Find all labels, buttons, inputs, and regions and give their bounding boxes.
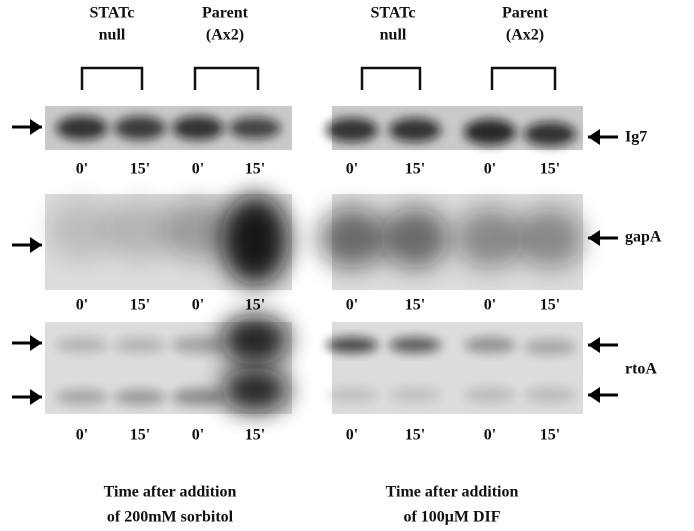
gene-label: rtoA [625, 361, 657, 378]
body: STATc null Parent (Ax2) 0' 15' 0' 15' 0' 15' 0' 15'… [0, 0, 694, 531]
lane-label: 0' [76, 427, 88, 444]
band [389, 118, 441, 142]
arrow-head [588, 230, 600, 246]
lane-label: 15' [540, 427, 560, 444]
lane-label: 15' [130, 297, 150, 314]
figure: STATc null Parent (Ax2) 0' 15' 0' 15' 0' 15' 0' 15'… [0, 0, 694, 531]
band [326, 337, 378, 353]
lane-label: 15' [245, 161, 265, 178]
lane-label: 15' [405, 427, 425, 444]
bracket [82, 68, 142, 90]
gene-label: Ig7 [625, 129, 647, 146]
lane-label: 0' [76, 161, 88, 178]
band [464, 387, 516, 403]
band [389, 387, 441, 403]
caption: of 100μM DIF [403, 509, 500, 526]
band [106, 200, 174, 260]
group-label: (Ax2) [206, 27, 244, 44]
band [221, 315, 289, 365]
band [114, 389, 166, 405]
band [516, 208, 584, 268]
band [114, 116, 166, 140]
lane-label: 15' [405, 161, 425, 178]
band [172, 116, 224, 140]
band [456, 208, 524, 268]
lane-label: 15' [130, 161, 150, 178]
arrow-head [588, 387, 600, 403]
band [221, 195, 289, 285]
page: {"panels":[ {"groups":[{"label":["STATc"… [0, 0, 694, 531]
band [56, 337, 108, 353]
lane-label: 15' [540, 161, 560, 178]
band [524, 122, 576, 146]
band [56, 116, 108, 140]
band [172, 388, 224, 406]
band [381, 208, 449, 268]
lane-label: 0' [346, 161, 358, 178]
arrow-head [588, 337, 600, 353]
lane-label: 0' [76, 297, 88, 314]
arrow-head [30, 237, 42, 253]
lane-label: 15' [130, 427, 150, 444]
lane-label: 15' [405, 297, 425, 314]
band [464, 119, 516, 145]
lane-label: 15' [540, 297, 560, 314]
caption: of 200mM sorbitol [107, 509, 234, 526]
band [326, 118, 378, 142]
bracket [492, 68, 555, 90]
arrow-head [30, 335, 42, 351]
caption: Time after addition [386, 484, 519, 501]
lane-label: 0' [346, 427, 358, 444]
band [48, 200, 116, 260]
arrow-head [30, 389, 42, 405]
band [464, 337, 516, 353]
lane-label: 15' [245, 297, 265, 314]
lane-label: 0' [192, 297, 204, 314]
lane-label: 0' [192, 427, 204, 444]
band [318, 208, 386, 268]
lane-label: 0' [192, 161, 204, 178]
band [164, 200, 232, 260]
lane-label: 0' [346, 297, 358, 314]
caption: Time after addition [104, 484, 237, 501]
band [389, 337, 441, 353]
group-label: STATc [89, 5, 134, 22]
group-label: (Ax2) [506, 27, 544, 44]
band [524, 339, 576, 355]
band [114, 337, 166, 353]
layer: STATc null Parent (Ax2) 0' 15' 0' 15' 0' 15' 0' 15'… [12, 5, 662, 526]
arrow-head [30, 119, 42, 135]
group-label: STATc [370, 5, 415, 22]
band [221, 368, 289, 412]
lane-label: 0' [484, 297, 496, 314]
band [229, 117, 281, 139]
group-label: null [380, 27, 407, 44]
lane-label: 0' [484, 427, 496, 444]
group-label: Parent [502, 5, 549, 22]
band [56, 389, 108, 405]
bracket [362, 68, 420, 90]
band [524, 387, 576, 403]
group-label: Parent [202, 5, 249, 22]
gene-label: gapA [625, 229, 662, 246]
band [172, 336, 224, 354]
arrow-head [588, 129, 600, 145]
lane-label: 15' [245, 427, 265, 444]
group-label: null [99, 27, 126, 44]
band [326, 387, 378, 403]
bracket [195, 68, 258, 90]
lane-label: 0' [484, 161, 496, 178]
